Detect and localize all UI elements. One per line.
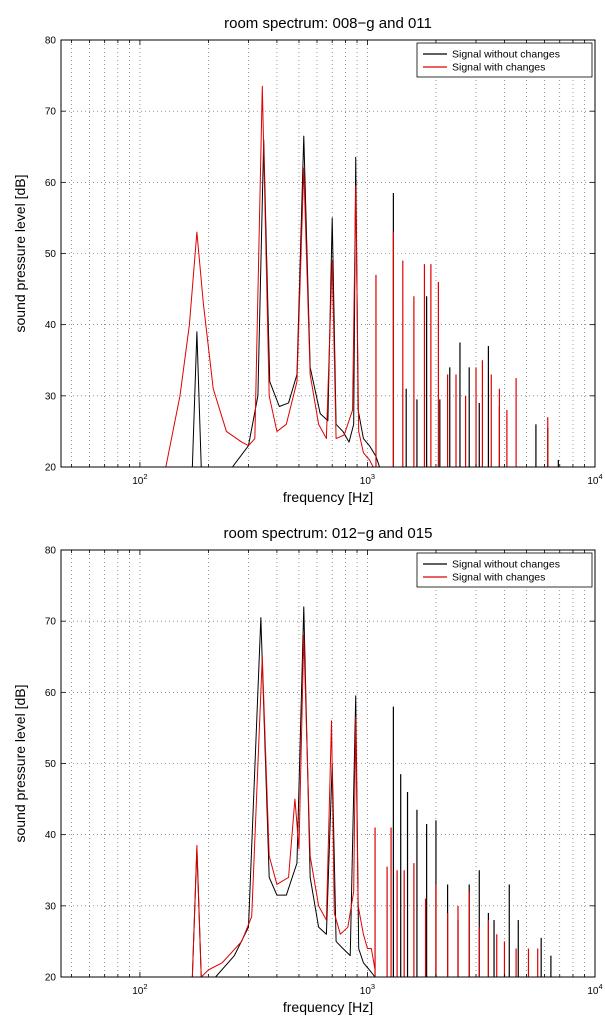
x-tick-label: 102 (132, 472, 147, 487)
y-tick-label: 40 (45, 320, 57, 331)
x-tick-base: 10 (587, 476, 599, 487)
series-with-changes-spikes (375, 232, 549, 467)
y-tick-label: 70 (45, 107, 57, 118)
ticks (61, 39, 596, 468)
legend-box (416, 42, 593, 78)
x-tick-label: 103 (360, 982, 375, 997)
y-axis-label: sound pressure level [dB] (12, 685, 28, 843)
x-axis-label: frequency [Hz] (283, 489, 373, 505)
legend-label: Signal with changes (452, 62, 545, 74)
y-tick-label: 70 (45, 617, 57, 628)
y-tick-label: 60 (45, 688, 57, 699)
x-tick-exponent: 2 (143, 472, 147, 481)
series-with-changes-line (191, 634, 376, 977)
x-tick-base: 10 (360, 476, 372, 487)
x-axis-label: frequency [Hz] (283, 999, 373, 1015)
x-tick-label: 104 (587, 982, 602, 997)
x-tick-base: 10 (132, 476, 144, 487)
x-tick-base: 10 (360, 986, 372, 997)
y-tick-label: 50 (45, 759, 57, 770)
series-group (165, 85, 559, 467)
x-tick-label: 104 (587, 472, 602, 487)
y-axis-label: sound pressure level [dB] (12, 175, 28, 333)
legend-entry-with-changes: Signal with changes (423, 62, 545, 74)
x-tick-base: 10 (587, 986, 599, 997)
y-tick-label: 80 (45, 36, 57, 47)
ticks (61, 549, 596, 978)
y-tick-label: 80 (45, 546, 57, 557)
x-tick-label: 102 (132, 982, 147, 997)
x-tick-exponent: 2 (143, 982, 147, 991)
x-tick-exponent: 4 (598, 472, 602, 481)
x-tick-exponent: 4 (598, 982, 602, 991)
x-tick-label: 103 (360, 472, 375, 487)
legend-label: Signal with changes (452, 572, 545, 584)
series-without-changes-line (191, 135, 381, 467)
y-tick-label: 30 (45, 391, 57, 402)
legend-label: Signal without changes (452, 49, 560, 61)
x-tick-exponent: 3 (371, 472, 375, 481)
y-tick-label: 20 (45, 973, 57, 984)
y-tick-label: 50 (45, 249, 57, 260)
chart-title: room spectrum: 008−g and 011 (224, 15, 432, 32)
y-tick-label: 60 (45, 178, 57, 189)
series-with-changes-line (165, 85, 374, 467)
x-tick-exponent: 3 (371, 982, 375, 991)
y-tick-label: 20 (45, 463, 57, 474)
series-group (191, 606, 552, 977)
chart-title: room spectrum: 012−g and 015 (224, 525, 433, 542)
y-tick-label: 40 (45, 830, 57, 841)
legend-entry-without-changes: Signal without changes (423, 559, 560, 571)
legend-entry-without-changes: Signal without changes (423, 49, 560, 61)
legend-label: Signal without changes (452, 559, 560, 571)
legend-box (416, 552, 593, 588)
series-with-changes-spikes (374, 827, 539, 977)
x-tick-base: 10 (132, 986, 144, 997)
y-tick-label: 30 (45, 901, 57, 912)
legend-entry-with-changes: Signal with changes (423, 572, 545, 584)
